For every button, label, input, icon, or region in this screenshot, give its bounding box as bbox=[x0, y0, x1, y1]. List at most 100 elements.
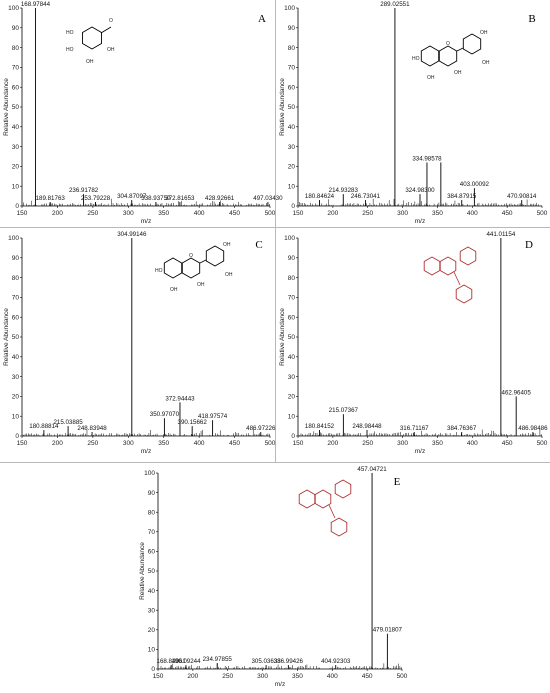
peak-label: 248.83948 bbox=[77, 425, 107, 432]
y-tick-label: 80 bbox=[288, 275, 296, 282]
x-tick-label: 500 bbox=[537, 440, 548, 447]
spectrum-d: 0 10 20 30 40 50 60 70 80 90 100 150 200 250 300 350 400… bbox=[279, 231, 548, 455]
peak-label: 180.88814 bbox=[29, 423, 59, 430]
structure-box bbox=[62, 6, 120, 66]
x-tick-label: 250 bbox=[362, 210, 373, 217]
y-tick-label: 30 bbox=[12, 374, 20, 381]
y-tick-label: 40 bbox=[148, 588, 156, 595]
x-tick-label: 150 bbox=[153, 673, 164, 680]
x-tick-label: 500 bbox=[537, 210, 548, 217]
x-tick-label: 450 bbox=[229, 440, 240, 447]
structure-label: O bbox=[109, 18, 113, 24]
x-tick-label: 400 bbox=[467, 210, 478, 217]
peak-label: 246.73041 bbox=[351, 193, 381, 200]
ring bbox=[181, 257, 201, 279]
y-tick-label: 20 bbox=[288, 394, 296, 401]
bond bbox=[100, 26, 112, 34]
x-tick-label: 200 bbox=[327, 210, 338, 217]
x-tick-label: 350 bbox=[292, 673, 303, 680]
y-tick-label: 40 bbox=[288, 124, 296, 131]
x-tick-label: 250 bbox=[87, 210, 98, 217]
y-tick-label: 30 bbox=[288, 144, 296, 151]
y-tick-label: 10 bbox=[148, 647, 156, 654]
y-tick-label: 80 bbox=[12, 275, 20, 282]
y-tick-label: 100 bbox=[284, 5, 295, 12]
x-tick-label: 250 bbox=[87, 440, 98, 447]
x-tick-label: 400 bbox=[327, 673, 338, 680]
y-tick-label: 90 bbox=[148, 490, 156, 497]
peak-label: 404.92303 bbox=[321, 658, 351, 665]
peak-label: 236.91782 bbox=[69, 187, 99, 194]
peak-label: 441.01154 bbox=[486, 231, 515, 238]
panel-letter: E bbox=[394, 476, 401, 488]
structure-label: HO bbox=[66, 30, 74, 36]
structure-c: HO OH OH OH OH O bbox=[153, 236, 233, 304]
x-tick-label: 500 bbox=[397, 673, 408, 680]
peak-label: 428.92661 bbox=[205, 195, 235, 202]
peak-label: 497.03430 bbox=[253, 195, 283, 202]
structure-label: OH bbox=[223, 242, 231, 248]
x-tick-label: 400 bbox=[194, 440, 205, 447]
y-axis-title: Relative Abundance bbox=[3, 78, 10, 136]
structure-label: OH bbox=[482, 60, 490, 66]
peak-label: 168.84961 bbox=[157, 658, 187, 665]
structure-label: O bbox=[189, 253, 193, 259]
structure-e bbox=[291, 475, 363, 547]
x-tick-label: 350 bbox=[432, 440, 443, 447]
y-tick-label: 90 bbox=[288, 255, 296, 262]
x-axis-title: m/z bbox=[141, 218, 151, 225]
y-tick-label: 50 bbox=[288, 334, 296, 341]
x-tick-label: 450 bbox=[229, 210, 240, 217]
y-tick-label: 0 bbox=[291, 203, 295, 210]
y-tick-label: 20 bbox=[148, 627, 156, 634]
peak-label: 372.81653 bbox=[165, 195, 195, 202]
y-tick-label: 90 bbox=[288, 25, 296, 32]
y-tick-label: 100 bbox=[8, 235, 19, 242]
bond bbox=[199, 259, 207, 264]
peak-label: 372.94443 bbox=[165, 395, 195, 402]
y-axis-title: Relative Abundance bbox=[279, 308, 286, 366]
structure-label: HO bbox=[155, 268, 163, 274]
structure-label: OH bbox=[427, 75, 435, 81]
y-tick-label: 30 bbox=[288, 374, 296, 381]
y-tick-label: 60 bbox=[288, 84, 296, 91]
peak-label: 384.87915 bbox=[447, 193, 477, 200]
x-tick-label: 150 bbox=[17, 210, 28, 217]
peak-label: 350.97070 bbox=[150, 411, 180, 418]
peak-label: 234.97855 bbox=[203, 656, 233, 663]
x-tick-label: 200 bbox=[52, 440, 63, 447]
y-tick-label: 100 bbox=[284, 235, 295, 242]
panel-letter: B bbox=[528, 13, 535, 25]
ring bbox=[314, 489, 332, 509]
panel-letter: A bbox=[258, 13, 266, 25]
y-tick-label: 10 bbox=[12, 183, 20, 190]
structure-d bbox=[416, 242, 498, 312]
ring bbox=[334, 479, 352, 499]
x-tick-label: 500 bbox=[265, 210, 276, 217]
separator-horizontal-middle bbox=[0, 462, 550, 463]
bond bbox=[453, 271, 461, 286]
peak-label: 486.97226 bbox=[246, 425, 276, 432]
peak-label: 334.98578 bbox=[412, 155, 442, 162]
x-tick-label: 400 bbox=[467, 440, 478, 447]
structure-label: OH bbox=[107, 47, 115, 53]
structure-box bbox=[291, 475, 363, 547]
x-tick-label: 400 bbox=[194, 210, 205, 217]
x-tick-label: 150 bbox=[17, 440, 28, 447]
x-axis-title: m/z bbox=[141, 448, 151, 455]
y-tick-label: 50 bbox=[12, 104, 20, 111]
x-tick-label: 350 bbox=[432, 210, 443, 217]
y-axis-title: Relative Abundance bbox=[139, 542, 146, 600]
peak-label: 180.84152 bbox=[305, 423, 335, 430]
x-axis-title: m/z bbox=[275, 681, 285, 688]
peak-label: 470.90814 bbox=[507, 193, 537, 200]
y-tick-label: 80 bbox=[12, 45, 20, 52]
y-tick-label: 50 bbox=[12, 334, 20, 341]
y-tick-label: 10 bbox=[12, 413, 20, 420]
x-tick-label: 300 bbox=[257, 673, 268, 680]
y-tick-label: 40 bbox=[12, 124, 20, 131]
peak-label: 190.09244 bbox=[171, 658, 201, 665]
peak-label: 479.01807 bbox=[373, 627, 403, 634]
ring bbox=[330, 517, 348, 537]
